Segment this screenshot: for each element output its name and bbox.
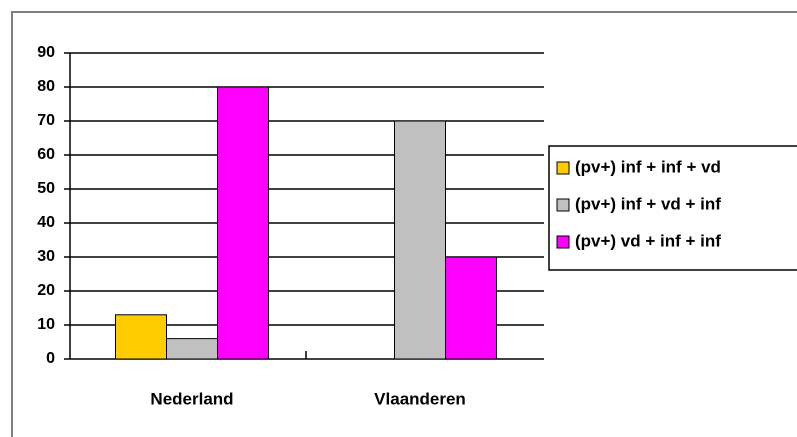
legend-swatch (556, 235, 570, 249)
bar (394, 120, 446, 360)
y-tick-label: 90 (37, 44, 55, 61)
legend-label: (pv+) vd + inf + inf (575, 231, 721, 250)
legend-label: (pv+) inf + vd + inf (575, 194, 721, 213)
legend-box (548, 145, 797, 271)
y-tick-label: 40 (37, 214, 55, 231)
x-tick-label: Nederland (150, 389, 233, 408)
bar (217, 86, 269, 360)
y-tick-label: 30 (37, 248, 55, 265)
bar (115, 314, 167, 360)
y-tick-label: 20 (37, 282, 55, 299)
legend-swatch (556, 198, 570, 212)
y-tick-label: 0 (46, 350, 55, 367)
y-tick-label: 70 (37, 112, 55, 129)
y-tick-label: 10 (37, 316, 55, 333)
y-tick-label: 80 (37, 78, 55, 95)
plot-area: 0 10 20 30 40 50 60 70 80 90 Nederland Vlaanderen (37, 44, 544, 408)
y-tick-label: 50 (37, 180, 55, 197)
legend-label: (pv+) inf + inf + vd (575, 157, 721, 176)
bar (166, 338, 218, 360)
y-tick-label: 60 (37, 146, 55, 163)
legend-swatch (556, 161, 570, 175)
bar (445, 256, 497, 360)
x-tick-label: Vlaanderen (374, 389, 466, 408)
